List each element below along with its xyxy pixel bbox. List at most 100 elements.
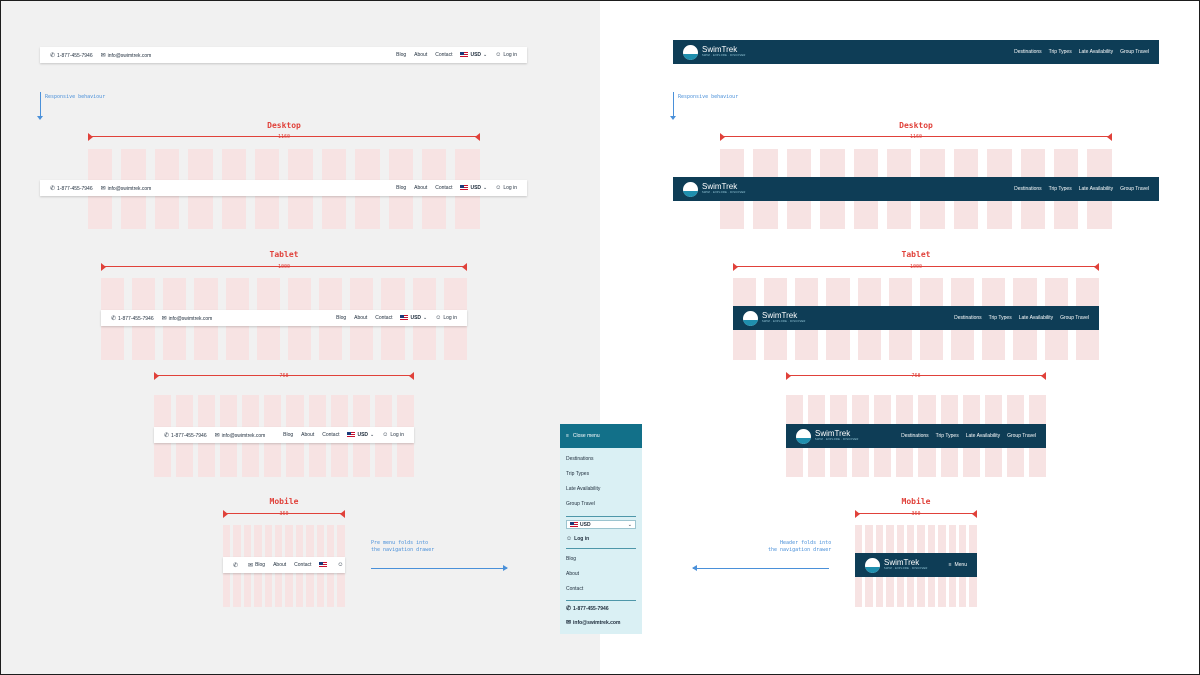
- utility-link[interactable]: Blog: [336, 315, 347, 321]
- mail-icon: ✉: [161, 315, 167, 322]
- utility-link[interactable]: About: [354, 315, 368, 321]
- nav-link[interactable]: Group Travel: [1060, 315, 1089, 321]
- drawer-email[interactable]: ✉ info@swimtrek.com: [566, 619, 620, 626]
- utility-link[interactable]: About: [273, 562, 287, 568]
- us-flag-icon: [460, 185, 469, 191]
- main-nav: Destinations Trip Types Late Availability G…: [1014, 49, 1149, 55]
- email-link[interactable]: ✉ info@swimtrek.com: [162, 315, 213, 322]
- contact-group: ✆ 1-877-455-7946 ✉ info@swimtrek.com: [164, 432, 265, 439]
- utility-link[interactable]: Contact: [375, 315, 393, 321]
- login-link[interactable]: ☺ Log in: [495, 185, 517, 191]
- utility-link[interactable]: Contact: [294, 562, 312, 568]
- login-text: Log in: [503, 185, 517, 191]
- utility-link[interactable]: Contact: [435, 52, 453, 58]
- arrow-right-icon: [503, 565, 508, 571]
- utility-link[interactable]: About: [414, 52, 428, 58]
- utility-link[interactable]: Contact: [435, 185, 453, 191]
- email-text: info@swimtrek.com: [221, 432, 266, 439]
- dimension-arrow-left: [720, 133, 725, 141]
- nav-link[interactable]: Destinations: [954, 315, 982, 321]
- swimtrek-logo[interactable]: SwimTrek SWIM · EXPLORE · DISCOVER: [683, 44, 746, 60]
- phone-link[interactable]: ✆ 1-877-455-7946: [50, 52, 93, 59]
- drawer-nav-item[interactable]: Late Availability: [566, 486, 601, 492]
- nav-link[interactable]: Late Availability: [1078, 186, 1114, 192]
- login-link[interactable]: ☺ Log in: [382, 432, 404, 438]
- drawer-nav-item[interactable]: Trip Types: [566, 471, 590, 477]
- logo-tagline: SWIM · EXPLORE · DISCOVER: [702, 54, 746, 58]
- utility-link[interactable]: Blog: [255, 562, 266, 568]
- email-link[interactable]: ✉ info@swimtrek.com: [101, 52, 152, 59]
- nav-link[interactable]: Trip Types: [935, 433, 959, 439]
- dimension-value: 768: [911, 373, 921, 379]
- swimtrek-logo[interactable]: SwimTrek SWIM · EXPLORE · DISCOVER: [796, 428, 859, 444]
- drawer-nav-item[interactable]: Destinations: [566, 456, 594, 462]
- utility-link[interactable]: Contact: [322, 432, 340, 438]
- currency-selector[interactable]: [319, 562, 329, 568]
- drawer-link[interactable]: About: [566, 571, 580, 577]
- drawer-link[interactable]: Blog: [566, 556, 577, 562]
- currency-selector[interactable]: USD ⌄: [460, 52, 487, 58]
- phone-link[interactable]: ✆ 1-877-455-7946: [50, 185, 93, 192]
- utility-links: Blog About Contact USD ⌄ ☺ Log in: [396, 185, 517, 191]
- drawer-currency-select[interactable]: USD ⌄: [566, 520, 636, 529]
- phone-link[interactable]: ✆: [233, 562, 240, 569]
- nav-link[interactable]: Trip Types: [1048, 49, 1072, 55]
- tablet-small-dimension: 768: [154, 371, 414, 381]
- email-link[interactable]: ✉ info@swimtrek.com: [101, 185, 152, 192]
- currency-label: USD: [470, 185, 482, 191]
- menu-button[interactable]: ≡ Menu: [949, 562, 967, 568]
- login-link[interactable]: ☺: [337, 562, 345, 568]
- nav-link[interactable]: Destinations: [901, 433, 929, 439]
- dimension-arrow-right: [462, 263, 467, 271]
- login-link[interactable]: ☺ Log in: [495, 52, 517, 58]
- nav-link[interactable]: Late Availability: [965, 433, 1001, 439]
- utility-link[interactable]: Blog: [396, 185, 407, 191]
- chevron-down-icon: ⌄: [423, 315, 428, 321]
- us-flag-icon: [347, 432, 356, 438]
- dimension-line: [720, 136, 1112, 137]
- email-link[interactable]: ✉: [248, 562, 255, 569]
- drawer-phone[interactable]: ✆ 1-877-455-7946: [566, 605, 609, 612]
- drawer-divider: [566, 516, 636, 517]
- nav-link[interactable]: Group Travel: [1120, 49, 1149, 55]
- nav-link[interactable]: Destinations: [1014, 186, 1042, 192]
- drawer-nav-item[interactable]: Group Travel: [566, 501, 595, 507]
- utility-link[interactable]: Blog: [283, 432, 294, 438]
- arrow-to-drawer: [371, 565, 508, 571]
- swimtrek-logo[interactable]: SwimTrek SWIM · EXPLORE · DISCOVER: [865, 557, 928, 573]
- currency-selector[interactable]: USD ⌄: [400, 315, 427, 321]
- nav-link[interactable]: Destinations: [1014, 49, 1042, 55]
- login-text: Log in: [443, 315, 457, 321]
- dimension-arrow-left: [786, 372, 791, 380]
- nav-link[interactable]: Group Travel: [1120, 186, 1149, 192]
- swimtrek-logo[interactable]: SwimTrek SWIM · EXPLORE · DISCOVER: [743, 310, 806, 326]
- login-link[interactable]: ☺ Log in: [435, 315, 457, 321]
- nav-link[interactable]: Trip Types: [988, 315, 1012, 321]
- nav-link[interactable]: Group Travel: [1007, 433, 1036, 439]
- phone-text: 1-877-455-7946: [118, 315, 154, 322]
- contact-group: ✆ ✉: [233, 562, 255, 569]
- utility-link[interactable]: About: [301, 432, 315, 438]
- phone-link[interactable]: ✆ 1-877-455-7946: [111, 315, 154, 322]
- drawer-link[interactable]: Contact: [566, 586, 584, 592]
- currency-label: USD: [357, 432, 369, 438]
- swimtrek-logo[interactable]: SwimTrek SWIM · EXPLORE · DISCOVER: [683, 181, 746, 197]
- nav-link[interactable]: Late Availability: [1018, 315, 1054, 321]
- nav-link[interactable]: Late Availability: [1078, 49, 1114, 55]
- phone-link[interactable]: ✆ 1-877-455-7946: [164, 432, 207, 439]
- email-text: info@swimtrek.com: [107, 52, 152, 59]
- currency-selector[interactable]: USD ⌄: [347, 432, 374, 438]
- arrow-to-drawer-left: [692, 565, 829, 571]
- nav-link[interactable]: Trip Types: [1048, 186, 1072, 192]
- drawer-login[interactable]: ☺ Log in: [566, 536, 589, 542]
- currency-label: USD: [470, 52, 482, 58]
- close-menu-button[interactable]: ≡ Close menu: [560, 424, 642, 448]
- utility-link[interactable]: Blog: [396, 52, 407, 58]
- utility-link[interactable]: About: [414, 185, 428, 191]
- chevron-down-icon: ⌄: [370, 432, 375, 438]
- dimension-arrow-right: [409, 372, 414, 380]
- logo-name: SwimTrek: [702, 45, 738, 55]
- currency-selector[interactable]: USD ⌄: [460, 185, 487, 191]
- email-link[interactable]: ✉ info@swimtrek.com: [215, 432, 266, 439]
- menu-label: Menu: [954, 562, 967, 568]
